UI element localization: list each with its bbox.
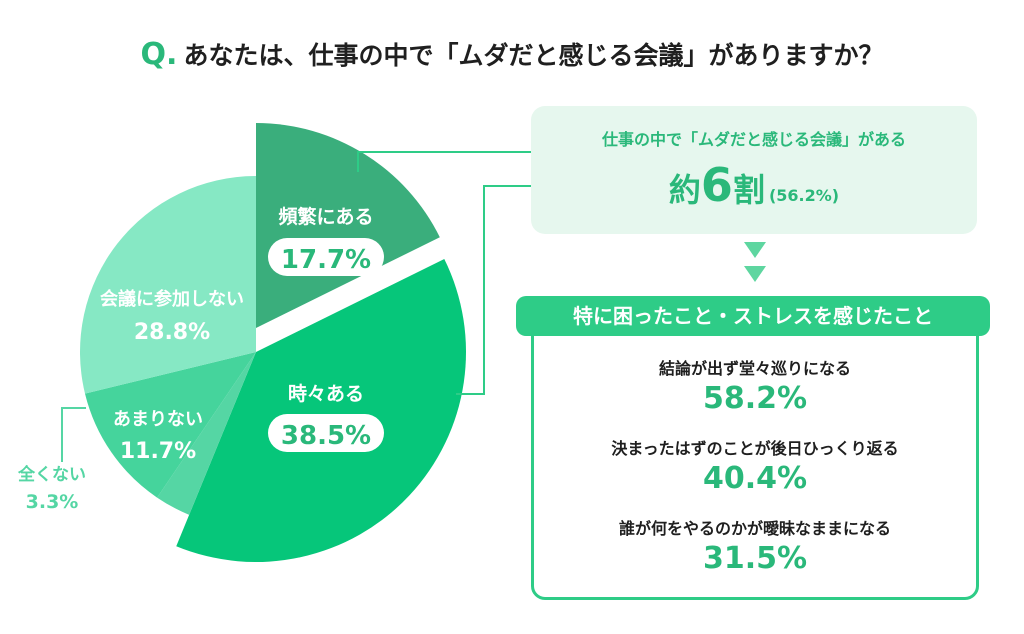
pie-slice — [176, 259, 467, 563]
connector-line — [357, 151, 531, 172]
question-mark: Q. — [140, 37, 178, 72]
value-pill — [268, 238, 384, 276]
stress-item-label: 結論が出ず堂々巡りになる — [658, 359, 851, 378]
connector-line — [456, 185, 531, 395]
stress-item: 決まったはずのことが後日ひっくり返る 40.4% — [534, 435, 976, 496]
down-arrow-icon — [744, 266, 766, 282]
slice-value: 38.5% — [281, 421, 371, 451]
pie-slice — [80, 176, 256, 394]
summary-line1: 仕事の中で「ムダだと感じる会議」がある — [601, 130, 906, 149]
summary-prefix: 約 — [668, 171, 701, 209]
summary-box: 仕事の中で「ムダだと感じる会議」がある 約6割 (56.2%) — [531, 106, 977, 234]
value-pill — [268, 414, 384, 452]
stress-header: 特に困ったこと・ストレスを感じたこと — [516, 296, 990, 336]
slice-label: あまりない — [113, 409, 203, 430]
stress-box: 結論が出ず堂々巡りになる 58.2% 決まったはずのことが後日ひっくり返る 40… — [531, 322, 979, 600]
slice-value: 3.3% — [26, 491, 79, 513]
stress-item-label: 決まったはずのことが後日ひっくり返る — [611, 439, 899, 458]
connector-line — [61, 407, 86, 462]
pie-slice — [256, 123, 440, 328]
stress-item-value: 40.4% — [702, 461, 808, 496]
pie-slice — [84, 352, 256, 498]
question-title: Q. あなたは、仕事の中で「ムダだと感じる会議」がありますか？ — [0, 36, 1024, 72]
stress-item: 誰が何をやるのかが曖昧なままになる 31.5% — [534, 515, 976, 576]
question-text: あなたは、仕事の中で「ムダだと感じる会議」がありますか？ — [183, 41, 884, 70]
stress-item-value: 31.5% — [702, 541, 808, 576]
slice-value: 17.7% — [281, 245, 371, 275]
pie-slice — [157, 352, 256, 515]
summary-percent: (56.2%) — [768, 186, 840, 205]
stress-item-value: 58.2% — [702, 381, 808, 416]
slice-label: 会議に参加しない — [100, 288, 244, 310]
stress-item-label: 誰が何をやるのかが曖昧なままになる — [618, 519, 891, 538]
summary-main: 約6割 (56.2%) — [531, 158, 977, 212]
slice-value: 11.7% — [120, 439, 196, 464]
summary-number: 6 — [700, 158, 733, 212]
summary-suffix: 割 — [732, 171, 765, 209]
slice-label: 時々ある — [288, 383, 364, 405]
slice-value: 28.8% — [134, 320, 210, 345]
slice-label: 頻繁にある — [278, 205, 373, 228]
slice-label: 全くない — [17, 464, 86, 485]
down-arrow-icon — [744, 242, 766, 258]
stress-item: 結論が出ず堂々巡りになる 58.2% — [534, 355, 976, 416]
